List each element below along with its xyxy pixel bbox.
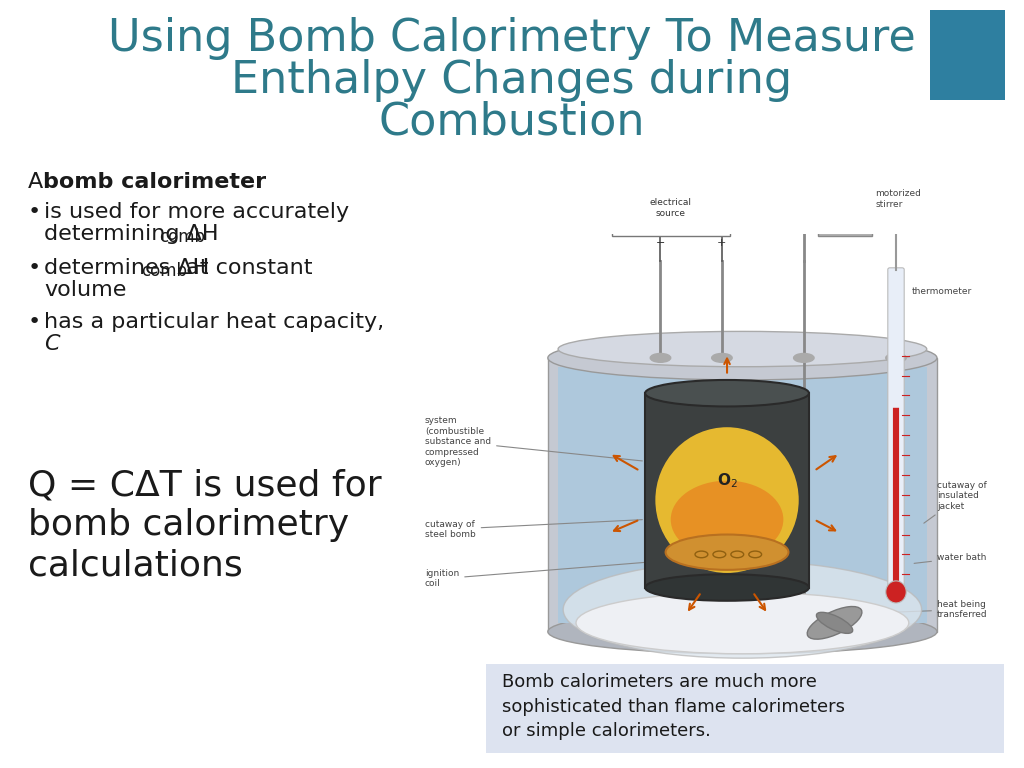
Text: •: • — [28, 202, 41, 222]
Ellipse shape — [712, 353, 732, 362]
Ellipse shape — [666, 535, 788, 570]
Text: calculations: calculations — [28, 548, 243, 582]
Text: has a particular heat capacity,: has a particular heat capacity, — [44, 312, 384, 332]
Ellipse shape — [548, 336, 937, 380]
Text: Combustion: Combustion — [379, 101, 645, 144]
Ellipse shape — [575, 592, 909, 654]
FancyBboxPatch shape — [930, 10, 1005, 100]
Text: electrical
source: electrical source — [649, 197, 692, 218]
Text: volume: volume — [44, 280, 126, 300]
Text: Bomb calorimeters are much more
sophisticated than flame calorimeters
or simple : Bomb calorimeters are much more sophisti… — [502, 674, 845, 740]
Text: determines ΔH: determines ΔH — [44, 258, 209, 278]
FancyBboxPatch shape — [548, 358, 937, 631]
Text: •: • — [28, 258, 41, 278]
Text: A: A — [28, 172, 50, 192]
FancyBboxPatch shape — [817, 189, 871, 236]
FancyBboxPatch shape — [558, 367, 927, 623]
Text: comb: comb — [141, 262, 187, 280]
FancyBboxPatch shape — [611, 179, 729, 237]
Text: Q = CΔT is used for: Q = CΔT is used for — [28, 468, 382, 502]
Text: ignition
coil: ignition coil — [425, 557, 714, 588]
Text: Enthalpy Changes during: Enthalpy Changes during — [231, 58, 793, 101]
Text: is used for more accurately: is used for more accurately — [44, 202, 349, 222]
Ellipse shape — [650, 353, 671, 362]
FancyBboxPatch shape — [645, 393, 809, 588]
Text: +: + — [717, 238, 727, 248]
Text: determining ΔH: determining ΔH — [44, 224, 218, 244]
Text: water bath: water bath — [914, 554, 986, 564]
Text: bomb calorimetry: bomb calorimetry — [28, 508, 349, 542]
FancyBboxPatch shape — [893, 408, 899, 588]
Text: system
(combustible
substance and
compressed
oxygen): system (combustible substance and compre… — [425, 416, 642, 467]
Ellipse shape — [645, 380, 809, 406]
Text: −: − — [655, 238, 666, 248]
Text: bomb calorimeter: bomb calorimeter — [43, 172, 266, 192]
Ellipse shape — [655, 427, 799, 573]
Text: •: • — [28, 312, 41, 332]
Text: comb: comb — [159, 228, 205, 246]
Ellipse shape — [886, 581, 906, 603]
Text: thermometer: thermometer — [911, 287, 972, 296]
Ellipse shape — [807, 607, 862, 639]
Ellipse shape — [886, 353, 906, 362]
Ellipse shape — [671, 481, 783, 558]
Text: Using Bomb Calorimetry To Measure: Using Bomb Calorimetry To Measure — [109, 16, 915, 59]
Ellipse shape — [816, 612, 853, 634]
Ellipse shape — [548, 610, 937, 654]
Text: at constant: at constant — [179, 258, 312, 278]
Text: heat being
transferred: heat being transferred — [848, 600, 987, 619]
Text: cutaway of
insulated
jacket: cutaway of insulated jacket — [924, 481, 987, 523]
Ellipse shape — [563, 561, 922, 658]
Text: C: C — [44, 334, 59, 354]
FancyBboxPatch shape — [486, 664, 1004, 753]
Ellipse shape — [794, 353, 814, 362]
FancyBboxPatch shape — [888, 268, 904, 598]
Text: cutaway of
steel bomb: cutaway of steel bomb — [425, 519, 642, 539]
Ellipse shape — [558, 332, 927, 366]
Text: motorized
stirrer: motorized stirrer — [876, 189, 922, 209]
Ellipse shape — [645, 574, 809, 601]
Text: O$_2$: O$_2$ — [717, 472, 737, 490]
